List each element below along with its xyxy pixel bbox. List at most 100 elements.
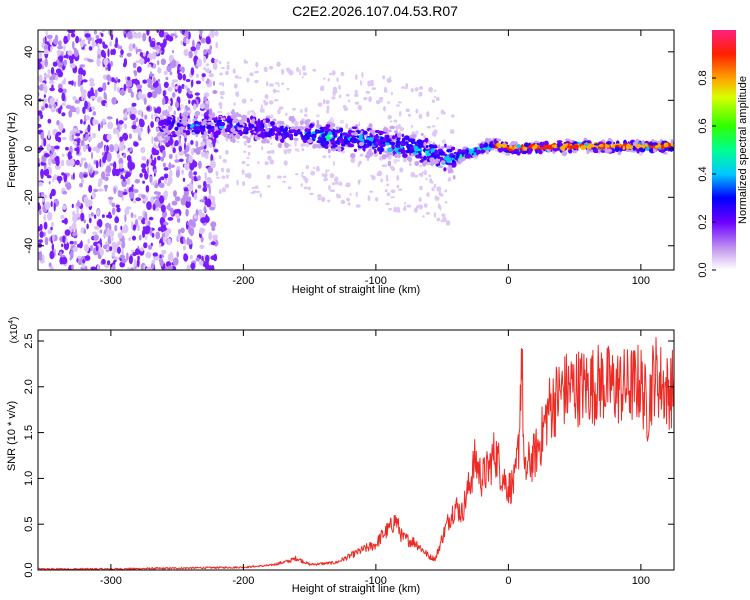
spectrogram-cell — [208, 231, 213, 241]
spectrogram-cell — [97, 42, 100, 50]
spectrogram-cell — [191, 79, 194, 87]
spectrogram-cell — [441, 146, 445, 150]
spectrogram-x-tick-label: -100 — [365, 275, 387, 287]
spectrogram-cell — [38, 123, 42, 128]
spectrogram-cell — [83, 196, 88, 205]
spectrogram-cell — [396, 143, 400, 147]
spectrogram-cell — [174, 159, 180, 163]
spectrogram-cell — [201, 73, 206, 78]
spectrogram-cell — [331, 70, 336, 76]
spectrogram-cell — [386, 78, 390, 82]
spectrogram-cell — [113, 143, 119, 152]
spectrogram-cell — [109, 163, 114, 166]
spectrogram-cell — [144, 211, 148, 220]
spectrogram-cell — [371, 130, 376, 135]
spectrogram-cell — [79, 163, 82, 168]
spectrogram-cell — [431, 99, 436, 103]
spectrogram-cell — [135, 60, 140, 64]
spectrogram-cell — [150, 196, 155, 204]
spectrogram-cell — [48, 80, 55, 85]
spectrogram-cell — [377, 147, 382, 151]
spectrogram-cell — [278, 132, 282, 135]
spectrogram-cell — [213, 148, 219, 153]
spectrogram-cell — [97, 209, 100, 216]
spectrogram-cell — [132, 128, 139, 134]
spectrogram-cell — [328, 184, 331, 191]
spectrogram-cell — [301, 171, 304, 175]
spectrogram-cell — [145, 185, 150, 193]
spectrogram-cell — [255, 123, 262, 128]
spectrogram-cell — [95, 35, 100, 39]
spectrogram-cell — [224, 70, 229, 76]
spectrogram-cell — [433, 95, 437, 98]
spectrogram-cell — [50, 226, 53, 231]
spectrogram-cell — [160, 58, 166, 66]
spectrogram-cell — [328, 154, 331, 159]
spectrogram-cell — [120, 225, 123, 231]
spectrogram-cell — [209, 30, 215, 39]
spectrogram-cell — [472, 154, 478, 158]
spectrogram-cell — [423, 135, 426, 139]
spectrogram-cell — [423, 141, 427, 147]
spectrogram-cell — [331, 182, 336, 186]
spectrogram-cell — [230, 127, 236, 133]
spectrogram-cell — [72, 232, 78, 237]
spectrogram-cell — [85, 133, 89, 140]
spectrogram-cell — [127, 81, 133, 88]
spectrogram-cell — [241, 98, 247, 104]
spectrogram-cell — [322, 155, 327, 159]
spectrogram-cell — [407, 113, 412, 117]
spectrogram-cell — [45, 168, 50, 176]
spectrogram-cell — [130, 91, 134, 98]
spectrogram-cell — [433, 212, 437, 218]
spectrogram-cell — [113, 82, 117, 92]
spectrogram-cell — [112, 207, 116, 216]
spectrogram-cell — [560, 145, 566, 152]
spectrogram-cell — [172, 257, 179, 266]
spectrogram-cell — [69, 250, 74, 260]
spectrogram-cell — [143, 97, 147, 105]
spectrogram-cell — [69, 158, 75, 167]
spectrogram-cell — [115, 77, 118, 81]
spectrogram-cell — [38, 251, 42, 256]
spectrogram-cell — [234, 75, 239, 79]
spectrogram-cell — [39, 84, 44, 91]
spectrogram-cell — [186, 196, 192, 202]
spectrogram-cell — [652, 142, 658, 146]
spectrogram-cell — [203, 96, 208, 101]
spectrogram-cell — [56, 131, 62, 136]
spectrogram-cell — [100, 33, 104, 37]
spectrogram-cell — [44, 74, 51, 78]
spectrogram-cell — [259, 192, 262, 198]
spectrogram-cell — [101, 152, 105, 156]
spectrogram-cell — [548, 144, 551, 150]
snr-x-label: Height of straight line (km) — [292, 583, 420, 595]
spectrogram-cell — [275, 135, 279, 140]
spectrogram-cell — [70, 32, 76, 38]
spectrogram-cell — [220, 123, 225, 126]
spectrogram-cell — [267, 185, 271, 188]
spectrogram-cell — [93, 119, 99, 125]
spectrogram-cell — [153, 145, 159, 149]
spectrogram-cell — [111, 202, 116, 207]
spectrogram-cell — [333, 133, 336, 139]
spectrogram-cell — [157, 60, 160, 66]
spectrogram-cell — [362, 147, 366, 151]
spectrogram-cell — [366, 137, 371, 140]
spectrogram-cell — [43, 85, 48, 94]
spectrogram-cell — [188, 170, 193, 179]
spectrogram-cell — [236, 112, 239, 116]
spectrogram-cell — [604, 147, 608, 153]
spectrogram-cell — [214, 126, 218, 131]
spectrogram-cell — [159, 119, 165, 124]
spectrogram-cell — [47, 211, 53, 221]
spectrogram-cell — [321, 137, 327, 143]
spectrogram-cell — [187, 90, 193, 95]
spectrogram-cell — [544, 140, 549, 146]
spectrogram-cell — [259, 108, 265, 113]
spectrogram-cell — [410, 88, 414, 93]
spectrogram-cell — [215, 176, 220, 179]
spectrogram-cell — [123, 224, 129, 234]
spectrogram-cell — [170, 207, 174, 216]
spectrogram-cell — [55, 68, 62, 74]
